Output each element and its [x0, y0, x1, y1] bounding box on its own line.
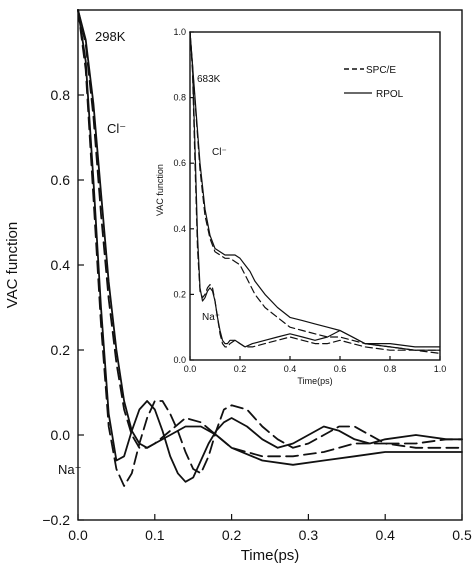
main-cl-annotation: Cl⁻: [107, 121, 126, 136]
main-na-annotation: Na⁺: [58, 462, 81, 477]
1-y-tick-label: 0.0: [173, 355, 186, 365]
0-series-1-dashed: [77, 9, 463, 458]
0-x-tick-label: 0.4: [375, 527, 395, 543]
1-y-tick-label: 0.8: [173, 93, 186, 103]
0-x-tick-label: 0.1: [145, 527, 165, 543]
main-y-axis-label: VAC function: [4, 222, 21, 308]
inset-plot-frame: [189, 31, 441, 361]
inset-cl-annotation: Cl⁻: [212, 147, 227, 158]
0-y-tick-label: 0.0: [51, 427, 71, 443]
main-curves: [77, 9, 463, 487]
0-series-2-solid: [77, 9, 463, 483]
inset-background: [190, 32, 440, 360]
0-x-tick-label: 0.2: [222, 527, 242, 543]
1-series-2-solid: [189, 31, 441, 351]
1-y-tick-label: 0.4: [173, 224, 186, 234]
1-x-tick-label: 0.0: [184, 364, 197, 374]
legend-rpol-label: RPOL: [376, 89, 404, 100]
main-x-axis-label: Time(ps): [241, 547, 300, 564]
inset-legend: SPC/E RPOL: [344, 65, 404, 100]
1-y-tick-label: 0.6: [173, 158, 186, 168]
1-y-tick-label: 0.2: [173, 289, 186, 299]
0-x-tick-label: 0.0: [68, 527, 88, 543]
inset-y-axis-label: VAC function: [155, 164, 165, 216]
inset-temperature-annotation: 683K: [197, 74, 221, 85]
1-x-tick-label: 0.6: [334, 364, 347, 374]
0-x-tick-label: 0.3: [299, 527, 319, 543]
main-axis-ticks: 0.0 0.1 0.2 0.3 0.4 0.5−0.20.00.20.40.60.8: [42, 87, 472, 543]
0-series-3-dashed: [77, 9, 463, 487]
inset-x-axis-label: Time(ps): [297, 376, 332, 386]
0-y-tick-label: 0.6: [51, 172, 71, 188]
1-x-tick-label: 0.4: [284, 364, 297, 374]
inset-plot-area: [189, 31, 441, 361]
0-y-tick-label: 0.2: [51, 342, 71, 358]
main-temperature-annotation: 298K: [95, 29, 126, 44]
1-series-1-dashed: [189, 31, 441, 351]
1-x-tick-label: 0.2: [234, 364, 247, 374]
0-x-tick-label: 0.5: [452, 527, 472, 543]
0-y-tick-label: −0.2: [42, 512, 70, 528]
legend-spce-label: SPC/E: [366, 65, 396, 76]
1-x-tick-label: 1.0: [434, 364, 447, 374]
0-y-tick-label: 0.4: [51, 257, 71, 273]
inset-axis-ticks: 0.0 0.2 0.4 0.6 0.8 1.0 0.0 0.2 0.4 0.6 0.8 1.0: [173, 27, 446, 374]
inset-na-annotation: Na⁺: [202, 312, 220, 323]
1-x-tick-label: 0.8: [384, 364, 397, 374]
0-y-tick-label: 0.8: [51, 87, 71, 103]
inset-curves: [189, 31, 441, 354]
1-y-tick-label: 1.0: [173, 27, 186, 37]
1-series-3-dashed: [189, 31, 441, 354]
